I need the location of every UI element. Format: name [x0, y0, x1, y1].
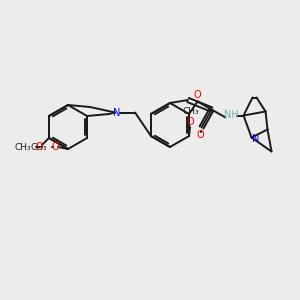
- Text: CH₃: CH₃: [31, 142, 47, 152]
- Text: O: O: [194, 91, 201, 100]
- Text: O: O: [51, 142, 59, 152]
- Text: O: O: [197, 130, 204, 140]
- Text: NH: NH: [224, 110, 239, 121]
- Text: O: O: [35, 142, 43, 152]
- Text: CH₃: CH₃: [183, 107, 200, 116]
- Text: N: N: [113, 107, 121, 118]
- Text: N: N: [252, 134, 259, 145]
- Text: CH₃: CH₃: [15, 142, 31, 152]
- Text: O: O: [186, 117, 194, 127]
